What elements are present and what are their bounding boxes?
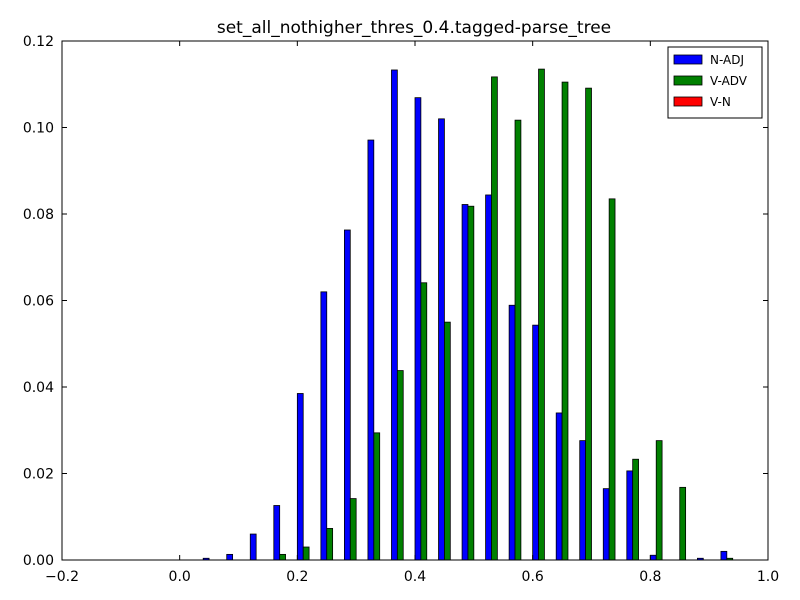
bar-v-adv-18 <box>491 76 498 561</box>
bar-v-adv-10 <box>302 546 310 561</box>
axis-ticks: −0.2 0.0 0.2 0.4 0.6 0.8 1.0 0.00 0.02 0.04 0.06 0.… <box>23 34 779 585</box>
legend-swatch-n-adj <box>673 54 703 65</box>
bar-v-adv-13 <box>373 432 381 561</box>
bar-v-adv-16 <box>444 321 451 561</box>
legend-label-n-adj: N-ADJ <box>710 53 744 67</box>
bar-n-adj-15 <box>414 97 422 561</box>
legend-swatch-v-n <box>673 96 703 107</box>
x-tick-label: 0.8 <box>639 569 661 585</box>
bar-n-adj-7 <box>226 553 234 561</box>
bar-v-adv-15 <box>420 282 428 561</box>
bar-n-adj-8 <box>249 533 257 561</box>
bar-n-adj-18 <box>485 194 492 561</box>
bar-v-adv-23 <box>608 198 616 561</box>
bar-v-adv-24 <box>632 458 639 561</box>
legend: N-ADJ V-ADV V-N <box>667 46 763 119</box>
bar-n-adj-24 <box>626 470 634 561</box>
y-tick-label: 0.02 <box>23 467 54 483</box>
bar-n-adj-9 <box>273 505 281 561</box>
bar-n-adj-17 <box>461 204 469 561</box>
bar-n-adj-22 <box>579 440 587 561</box>
legend-swatch-v-adv <box>673 75 703 86</box>
bar-n-adj-12 <box>343 229 351 561</box>
bar-v-adv-25 <box>655 440 663 561</box>
bar-n-adj-16 <box>438 118 445 561</box>
bars-group <box>202 68 734 561</box>
y-tick-label: 0.04 <box>23 380 54 396</box>
bar-v-adv-17 <box>467 205 475 561</box>
bar-n-adj-28 <box>720 550 728 561</box>
bar-v-adv-19 <box>514 119 522 561</box>
x-tick-label: 0.4 <box>404 569 426 585</box>
bar-n-adj-11 <box>320 291 328 561</box>
y-tick-label: 0.00 <box>23 553 54 569</box>
bar-n-adj-13 <box>367 139 375 561</box>
bar-n-adj-10 <box>296 393 304 561</box>
bar-v-adv-14 <box>396 370 404 561</box>
legend-label-v-n: V-N <box>710 95 731 109</box>
bar-n-adj-19 <box>508 304 516 561</box>
x-tick-label: 0.2 <box>286 569 308 585</box>
x-tick-label: 0.6 <box>522 569 544 585</box>
bar-v-adv-11 <box>326 528 334 561</box>
chart-title: set_all_nothigher_thres_0.4.tagged-parse… <box>217 18 611 38</box>
y-tick-label: 0.12 <box>23 34 54 50</box>
y-tick-label: 0.10 <box>23 121 54 137</box>
bar-v-adv-22 <box>585 87 592 561</box>
bar-n-adj-25 <box>649 554 657 561</box>
y-tick-label: 0.06 <box>23 294 54 310</box>
legend-label-v-adv: V-ADV <box>710 74 748 88</box>
bar-v-adv-21 <box>561 81 569 561</box>
bar-v-adv-26 <box>679 486 687 561</box>
bar-v-adv-9 <box>279 553 286 561</box>
x-tick-label: 1.0 <box>757 569 779 585</box>
bar-n-adj-21 <box>555 412 563 561</box>
bar-v-adv-20 <box>538 68 545 561</box>
bar-n-adj-20 <box>532 324 539 561</box>
x-tick-label: 0.0 <box>169 569 191 585</box>
x-tick-label: −0.2 <box>45 569 79 585</box>
bar-n-adj-14 <box>391 69 398 561</box>
y-tick-label: 0.08 <box>23 207 54 223</box>
bar-n-adj-23 <box>602 488 610 561</box>
bar-v-adv-12 <box>349 498 357 561</box>
